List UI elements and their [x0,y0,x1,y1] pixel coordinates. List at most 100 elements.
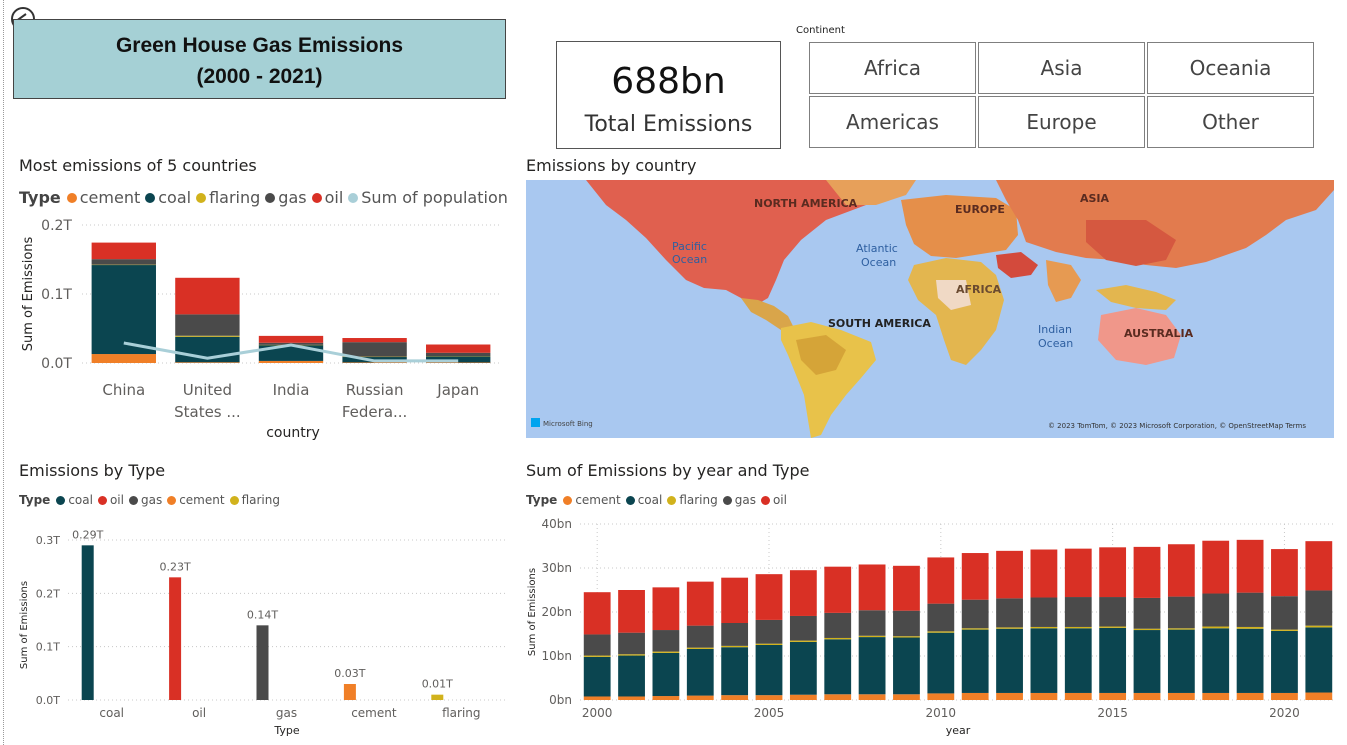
legend-dot-icon [722,495,732,505]
legend-label: cement [179,493,225,507]
y-tick-label: 20bn [542,605,573,619]
y-tick-label: 40bn [542,517,573,531]
legend-item-population[interactable]: Sum of population [348,188,508,207]
slicer-button-other[interactable]: Other [1147,96,1314,148]
x-tick-label: China [102,381,145,399]
slicer-button-africa[interactable]: Africa [809,42,976,94]
legend-dot-icon [625,495,635,505]
bar-segment-flaring [618,654,645,656]
legend-label: flaring [679,493,718,507]
legend-dot-icon [563,495,573,505]
y-tick-label: 0.1T [41,287,72,303]
bar-segment-cement [789,694,817,700]
legend-item-gas[interactable]: gas [722,493,756,507]
bar-segment-cement [927,693,955,700]
bar-segment-gas [858,610,886,636]
legend-dot-icon [196,192,207,203]
bar-segment-cement [1167,692,1195,700]
bar-segment-flaring [789,640,817,642]
bar-segment-flaring [1202,626,1230,629]
bing-logo-icon [531,418,540,427]
bar-segment-flaring [1133,628,1161,631]
legend-title: Type [19,493,51,507]
continent-slicer: Africa Asia Oceania Americas Europe Othe… [809,42,1314,148]
map-title: Emissions by country [526,156,697,175]
slicer-button-europe[interactable]: Europe [978,96,1145,148]
bar-segment-cement [1030,692,1058,700]
legend-item-coal[interactable]: coal [56,493,93,507]
y-axis-title: Sum of Emissions [21,236,36,351]
emissions-map[interactable]: NORTH AMERICA EUROPE ASIA Pacific Ocean … [526,180,1334,438]
bar-segment-coal [686,648,714,696]
bar-segment-cement [1271,692,1298,700]
map-label-north-america: NORTH AMERICA [754,197,858,210]
map-north-africa-light [936,280,971,310]
legend-item-gas[interactable]: gas [265,188,307,207]
bar-segment-gas [1133,597,1161,629]
bar-segment-coal [1133,630,1161,693]
legend-label: flaring [209,188,261,207]
data-label: 0.03T [334,667,365,680]
bar-segment-flaring [1236,626,1264,629]
legend-item-coal[interactable]: coal [625,493,662,507]
bar-coal [81,545,94,700]
bar-segment-coal [1099,627,1127,693]
slicer-button-asia[interactable]: Asia [978,42,1145,94]
bar-segment-cement [91,354,156,363]
page-divider-line [3,0,4,745]
legend-item-oil[interactable]: oil [97,493,124,507]
legend-dot-icon [311,192,322,203]
map-india [1046,260,1081,302]
bar-segment-flaring [652,651,680,653]
bar-segment-oil [618,590,645,633]
legend-item-gas[interactable]: gas [128,493,162,507]
bar-segment-cement [996,692,1023,700]
bar-segment-coal [858,637,886,695]
y-tick-label: 0.1T [36,641,60,654]
map-asia [996,180,1334,268]
map-central-america [741,298,794,330]
legend-title: Type [19,188,61,207]
legend-item-flaring[interactable]: flaring [667,493,718,507]
bar-segment-coal [426,356,491,363]
legend-item-flaring[interactable]: flaring [229,493,280,507]
slicer-button-oceania[interactable]: Oceania [1147,42,1314,94]
legend-dot-icon [128,495,138,505]
bar-segment-cement [893,694,920,700]
map-label-europe: EUROPE [955,203,1005,216]
bar-segment-oil [1099,547,1127,598]
bar-segment-gas [1064,597,1092,627]
legend-item-cement[interactable]: cement [66,188,140,207]
bar-segment-gas [1271,596,1298,630]
x-axis-title: country [266,425,320,441]
bar-segment-coal [1167,629,1195,693]
map-europe [901,195,1018,258]
legend-item-oil[interactable]: oil [311,188,343,207]
map-label-pacific-ocean: Ocean [672,253,707,266]
map-attribution[interactable]: © 2023 TomTom, © 2023 Microsoft Corporat… [1048,422,1306,430]
y-axis-title: Sum of Emissions [527,568,538,656]
legend-item-flaring[interactable]: flaring [196,188,260,207]
bar-segment-cement [1202,692,1230,700]
bar-segment-gas [1030,597,1058,627]
bar-segment-coal [1064,628,1092,693]
bar-segment-coal [91,265,156,355]
bar-segment-gas [1167,596,1195,629]
top-countries-title: Most emissions of 5 countries [19,156,257,175]
data-label: 0.23T [159,560,190,573]
bar-segment-cement [652,696,680,700]
legend-dot-icon [265,192,276,203]
bar-segment-gas [175,314,240,336]
bar-segment-cement [258,360,324,363]
bar-segment-coal [583,656,611,697]
legend-dot-icon [229,495,239,505]
x-tick-label: United [183,381,232,399]
legend-item-cement[interactable]: cement [167,493,225,507]
legend-item-oil[interactable]: oil [760,493,787,507]
legend-item-coal[interactable]: coal [145,188,191,207]
x-tick-label: Russian [346,381,404,399]
x-tick-label: cement [351,706,397,720]
map-greenland [826,180,916,205]
slicer-button-americas[interactable]: Americas [809,96,976,148]
legend-item-cement[interactable]: cement [563,493,621,507]
